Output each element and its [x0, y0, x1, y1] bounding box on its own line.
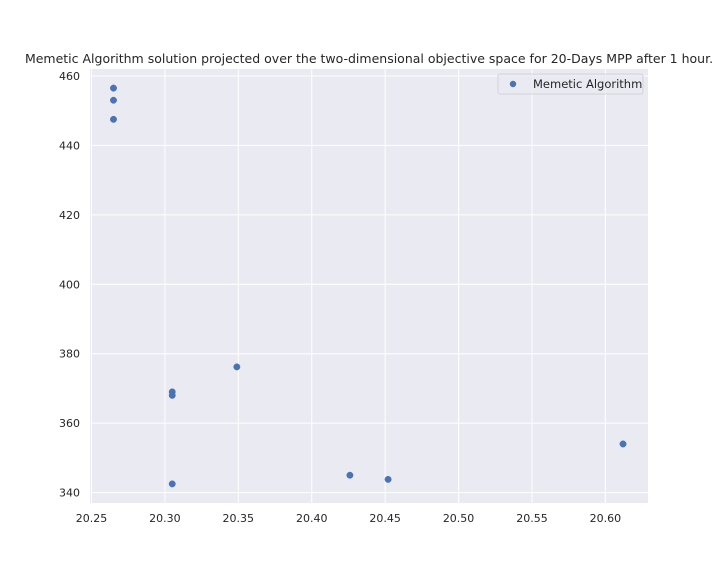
legend-label-memetic-algorithm: Memetic Algorithm — [533, 77, 642, 91]
legend: Memetic Algorithm — [497, 73, 644, 95]
x-tick-label: 20.45 — [369, 512, 401, 525]
data-point — [110, 115, 117, 123]
y-tick-label: 460 — [59, 70, 80, 83]
data-point — [110, 96, 117, 104]
x-tick-label: 20.40 — [296, 512, 328, 525]
legend-box — [497, 73, 644, 95]
plot-area — [90, 69, 648, 503]
data-point — [384, 475, 392, 483]
tick-labels: 20.25 20.30 20.35 20.40 20.45 20.50 20.55 20.60… — [59, 70, 621, 525]
y-tick-label: 440 — [59, 139, 80, 152]
data-point — [233, 363, 241, 371]
data-point — [346, 471, 354, 479]
legend-marker — [509, 80, 517, 88]
x-tick-label: 20.60 — [590, 512, 622, 525]
chart-title: Memetic Algorithm solution projected ove… — [25, 51, 713, 66]
y-tick-label: 360 — [59, 417, 80, 430]
y-tick-label: 400 — [59, 278, 80, 291]
data-point — [168, 480, 176, 488]
data-points — [110, 84, 627, 488]
grid-lines — [90, 69, 648, 503]
y-tick-label: 340 — [59, 487, 80, 500]
x-tick-label: 20.25 — [76, 512, 108, 525]
x-tick-label: 20.30 — [149, 512, 181, 525]
y-tick-label: 420 — [59, 209, 80, 222]
data-point — [168, 391, 176, 399]
x-tick-label: 20.55 — [516, 512, 548, 525]
y-tick-label: 380 — [59, 348, 80, 361]
x-tick-label: 20.35 — [223, 512, 255, 525]
x-tick-label: 20.50 — [443, 512, 475, 525]
data-point — [619, 440, 627, 448]
data-point — [110, 84, 117, 92]
